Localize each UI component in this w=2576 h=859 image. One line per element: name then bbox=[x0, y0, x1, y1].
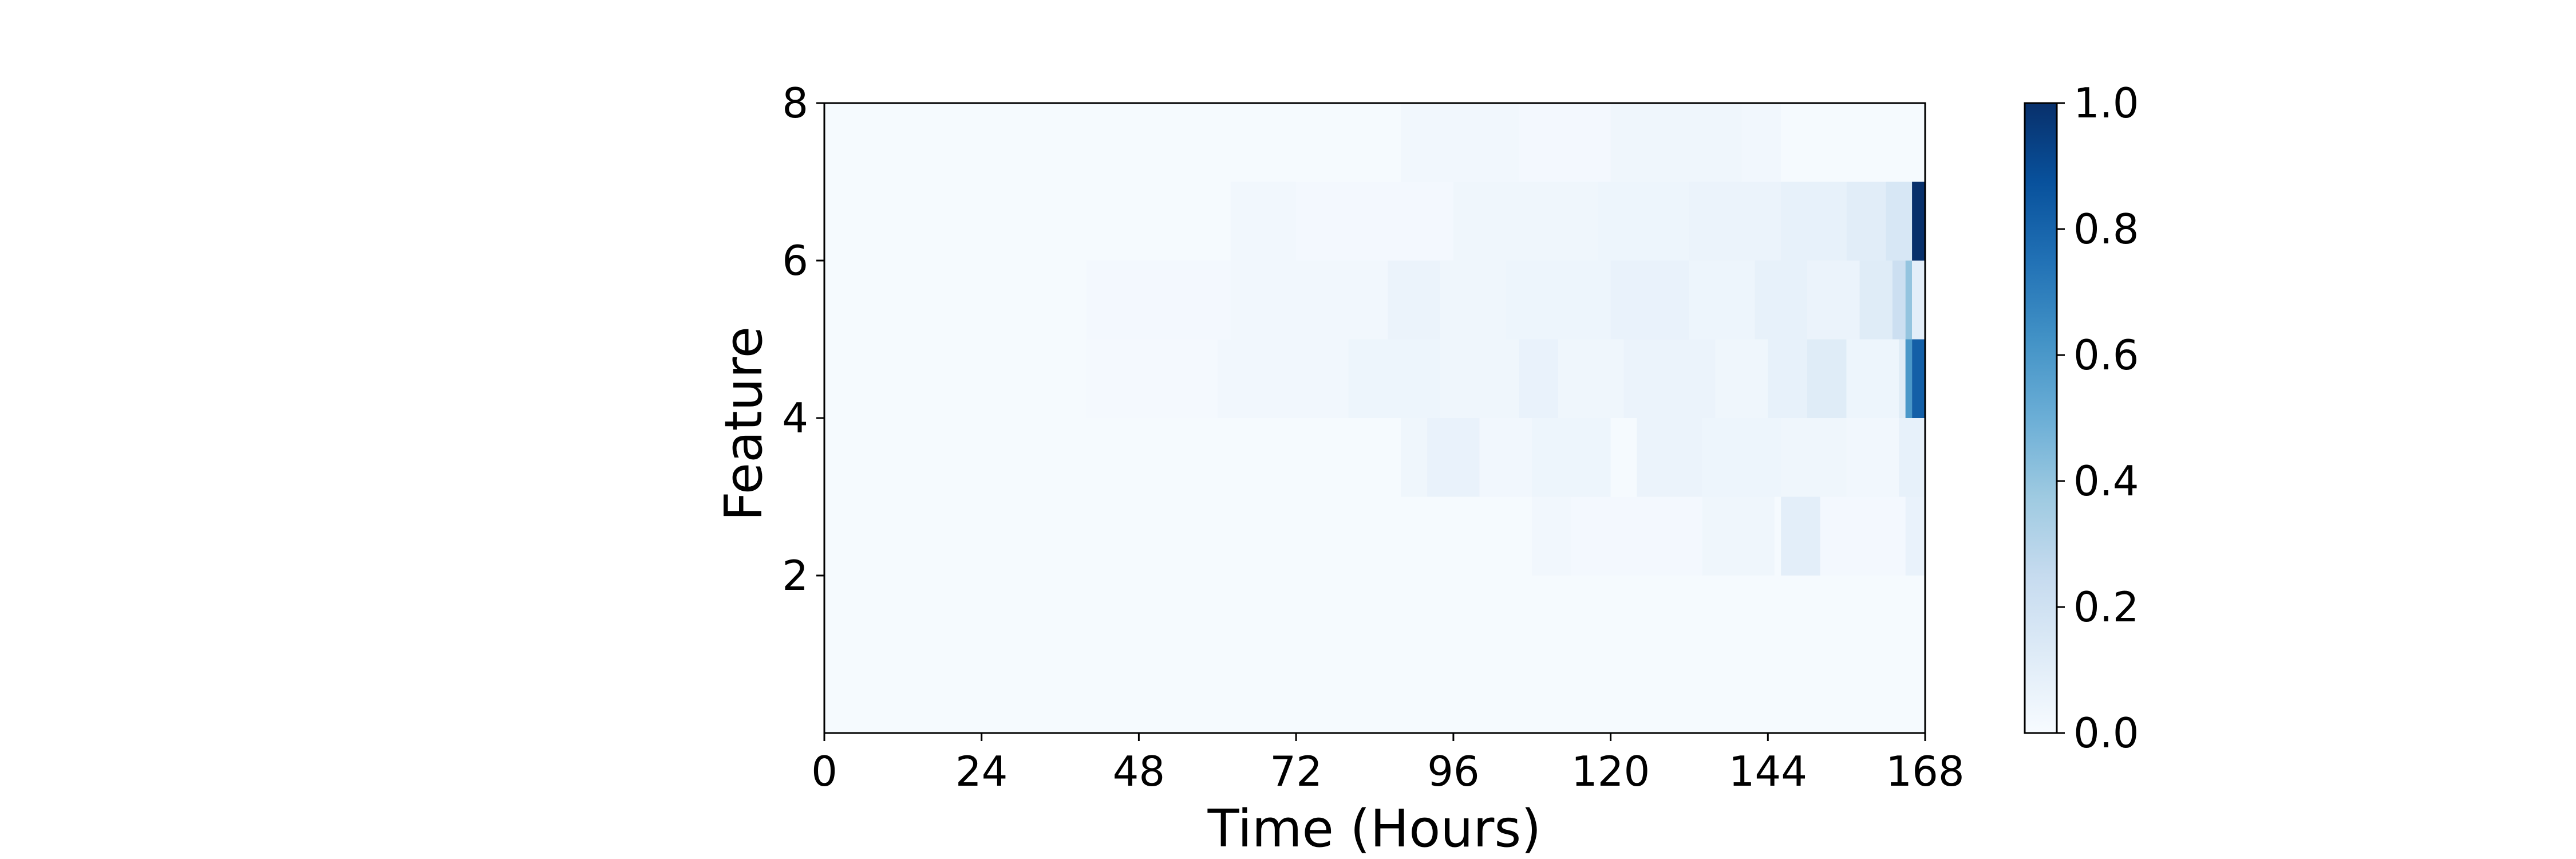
heatmap-cell bbox=[1610, 103, 1742, 182]
heatmap-cell bbox=[1637, 418, 1702, 497]
heatmap-cell bbox=[1859, 261, 1893, 340]
x-tick-label: 120 bbox=[1571, 747, 1650, 795]
x-tick-label: 168 bbox=[1886, 747, 1964, 795]
heatmap-cell bbox=[1440, 339, 1519, 418]
heatmap-cell bbox=[1846, 339, 1899, 418]
heatmap-cell bbox=[1597, 182, 1689, 261]
colorbar-frame bbox=[2024, 102, 2058, 734]
colorbar-tick-label: 0.4 bbox=[2073, 457, 2139, 505]
heatmap-cell bbox=[1427, 418, 1480, 497]
heatmap-cell bbox=[1912, 182, 1925, 261]
colorbar-tick-label: 0.2 bbox=[2073, 583, 2139, 631]
heatmap-cell bbox=[1912, 261, 1925, 340]
heatmap-cell bbox=[1086, 261, 1231, 340]
y-tick-label: 2 bbox=[782, 551, 808, 600]
y-tick-label: 4 bbox=[782, 394, 808, 442]
x-axis: 0 24 48 72 96 120 144 168 Time (Hours) bbox=[811, 733, 1965, 859]
heatmap-cell bbox=[1702, 418, 1781, 497]
heatmap-cell bbox=[1532, 497, 1571, 576]
heatmap-cell bbox=[1623, 339, 1716, 418]
heatmap-cell bbox=[1807, 261, 1860, 340]
heatmap-cell bbox=[1230, 182, 1297, 261]
colorbar-gradient bbox=[2025, 103, 2057, 733]
heatmap-cell bbox=[1689, 182, 1781, 261]
colorbar-tick-label: 0.8 bbox=[2073, 205, 2139, 253]
heatmap-cell bbox=[1781, 497, 1820, 576]
colorbar-tick-label: 0.6 bbox=[2073, 331, 2139, 379]
heatmap-cell bbox=[1401, 103, 1519, 182]
heatmap-cell bbox=[1506, 261, 1611, 340]
heatmap-cell bbox=[1388, 261, 1440, 340]
x-tick-label: 96 bbox=[1427, 747, 1480, 795]
y-tick-label: 6 bbox=[782, 237, 808, 285]
heatmap-cell bbox=[1348, 339, 1440, 418]
heatmap-cell bbox=[1440, 261, 1506, 340]
heatmap-cell bbox=[1781, 182, 1847, 261]
heatmap-cell bbox=[1768, 339, 1807, 418]
x-tick-label: 48 bbox=[1113, 747, 1165, 795]
heatmap-cell bbox=[1905, 261, 1913, 340]
heatmap-cell bbox=[1781, 418, 1847, 497]
heatmap-cell bbox=[1807, 339, 1847, 418]
heatmap-cells bbox=[824, 103, 1925, 733]
heatmap-cell bbox=[1846, 182, 1886, 261]
colorbar: 0.0 0.2 0.4 0.6 0.8 1.0 bbox=[2024, 79, 2139, 757]
heatmap-cell bbox=[1715, 339, 1768, 418]
heatmap-cell bbox=[1479, 418, 1532, 497]
heatmap-cell bbox=[1217, 339, 1349, 418]
heatmap-cell bbox=[1230, 261, 1388, 340]
heatmap-cell bbox=[1401, 418, 1428, 497]
heatmap-cell bbox=[1905, 339, 1913, 418]
heatmap-cell bbox=[1558, 339, 1624, 418]
x-tick-label: 0 bbox=[811, 747, 837, 795]
heatmap-cell bbox=[1892, 261, 1906, 340]
heatmap-cell bbox=[824, 654, 1925, 733]
heatmap-cell bbox=[1899, 339, 1906, 418]
heatmap-cell bbox=[1532, 418, 1611, 497]
heatmap-cell bbox=[1899, 418, 1925, 497]
heatmap-cell bbox=[1905, 497, 1925, 576]
heatmap-cell bbox=[1610, 261, 1689, 340]
heatmap-cell bbox=[1886, 182, 1913, 261]
y-tick-label: 8 bbox=[782, 79, 808, 127]
heatmap-cell bbox=[1571, 497, 1702, 576]
heatmap-cell bbox=[1689, 261, 1755, 340]
x-tick-label: 144 bbox=[1729, 747, 1807, 795]
y-axis: 2 4 6 8 Feature bbox=[714, 79, 824, 600]
heatmap-cell bbox=[1296, 182, 1453, 261]
heatmap-cell bbox=[1820, 497, 1906, 576]
x-tick-label: 72 bbox=[1270, 747, 1322, 795]
heatmap-cell bbox=[1086, 339, 1218, 418]
y-axis-label: Feature bbox=[714, 326, 774, 521]
heatmap-cell bbox=[1519, 103, 1611, 182]
colorbar-tick-label: 0.0 bbox=[2073, 709, 2139, 757]
heatmap-cell bbox=[1519, 339, 1558, 418]
heatmap-cell bbox=[1846, 418, 1899, 497]
heatmap-cell bbox=[1741, 103, 1781, 182]
x-axis-label: Time (Hours) bbox=[1207, 799, 1542, 859]
heatmap-cell bbox=[824, 576, 1925, 655]
colorbar-tick-label: 1.0 bbox=[2073, 79, 2139, 127]
heatmap-cell bbox=[1912, 339, 1925, 418]
heatmap-cell bbox=[1755, 261, 1807, 340]
x-tick-label: 24 bbox=[955, 747, 1008, 795]
heatmap-cell bbox=[1702, 497, 1775, 576]
heatmap-cell bbox=[1453, 182, 1598, 261]
